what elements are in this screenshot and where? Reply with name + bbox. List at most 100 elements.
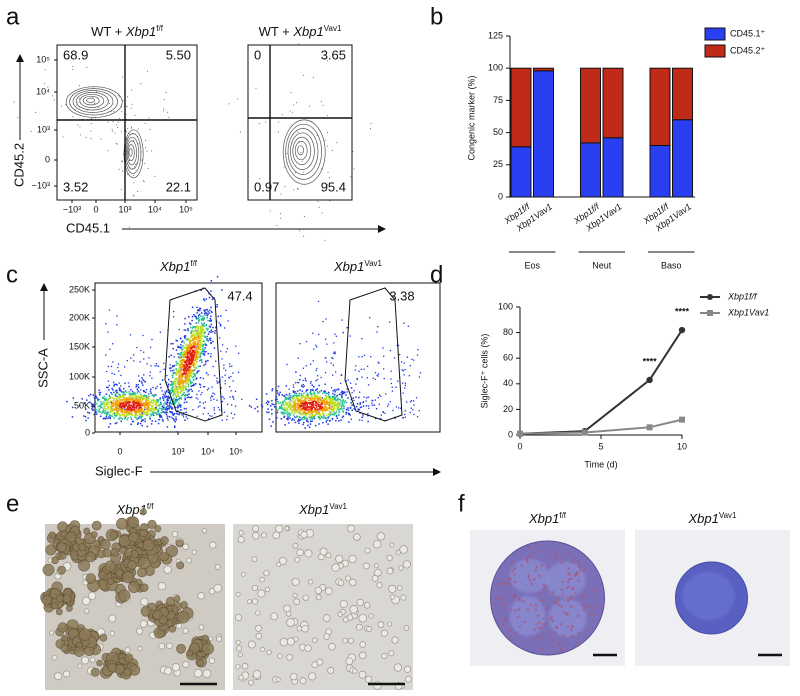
event-dot <box>119 402 121 404</box>
event-dot <box>210 400 211 401</box>
event-dot <box>332 358 333 359</box>
event-dot <box>357 408 359 410</box>
event-dot <box>330 413 332 415</box>
event-dot <box>328 402 330 404</box>
event-dot <box>332 393 334 395</box>
event-dot <box>145 123 146 124</box>
event-dot <box>131 128 132 129</box>
cell <box>183 628 188 633</box>
event-dot <box>138 144 139 145</box>
event-dot <box>133 393 135 395</box>
granule <box>561 588 564 591</box>
cell-cluster <box>140 584 148 592</box>
event-dot <box>132 168 133 169</box>
event-dot <box>358 397 360 399</box>
event-dot <box>175 364 177 366</box>
event-dot <box>128 398 129 400</box>
event-dot <box>206 328 208 330</box>
event-dot <box>95 117 96 118</box>
event-dot <box>294 408 296 410</box>
event-dot <box>337 388 339 390</box>
event-dot <box>370 356 371 357</box>
event-dot <box>289 415 291 417</box>
event-dot <box>383 411 384 412</box>
cell <box>346 658 353 665</box>
event-dot <box>372 400 373 401</box>
event-dot <box>112 361 113 362</box>
event-dot <box>116 407 118 409</box>
event-dot <box>72 66 73 67</box>
cell-cluster <box>124 550 132 558</box>
event-dot <box>90 131 91 132</box>
event-dot <box>127 414 129 416</box>
event-dot <box>333 414 335 416</box>
event-dot <box>150 371 151 372</box>
event-dot <box>162 420 164 422</box>
event-dot <box>390 350 391 351</box>
event-dot <box>270 210 271 211</box>
cell-cluster <box>42 595 52 605</box>
event-dot <box>188 384 190 386</box>
event-dot <box>119 169 120 170</box>
event-dot <box>298 393 300 395</box>
event-dot <box>179 405 181 407</box>
event-dot <box>158 366 159 367</box>
event-dot <box>145 147 146 148</box>
event-dot <box>130 413 132 415</box>
cell-cluster <box>58 522 68 532</box>
y-axis-label: SSC-A <box>35 348 50 388</box>
event-dot <box>303 393 305 395</box>
event-dot <box>306 398 308 400</box>
event-dot <box>208 413 209 414</box>
event-dot <box>207 340 209 342</box>
event-dot <box>267 408 269 410</box>
event-dot <box>232 418 233 419</box>
event-dot <box>129 411 131 413</box>
event-dot <box>354 390 355 391</box>
event-dot <box>108 426 110 428</box>
granule <box>534 604 537 607</box>
event-dot <box>326 417 328 419</box>
event-dot <box>212 331 214 333</box>
event-dot <box>175 395 177 397</box>
granule <box>499 597 502 600</box>
event-dot <box>350 176 351 177</box>
event-dot <box>190 389 192 391</box>
cell <box>238 537 244 543</box>
cell <box>312 662 318 668</box>
legend-marker <box>707 310 713 316</box>
event-dot <box>166 403 168 405</box>
event-dot <box>159 419 160 420</box>
cell-cluster <box>100 634 107 641</box>
event-dot <box>173 369 175 371</box>
event-dot <box>346 391 347 392</box>
event-dot <box>298 419 300 421</box>
event-dot <box>192 409 193 410</box>
event-dot <box>285 401 287 403</box>
event-dot <box>314 391 316 393</box>
event-dot <box>79 85 80 86</box>
event-dot <box>132 133 133 134</box>
granule <box>559 643 562 646</box>
event-dot <box>375 372 376 373</box>
granule <box>560 648 563 651</box>
event-dot <box>293 391 295 393</box>
event-dot <box>316 403 318 405</box>
event-dot <box>303 422 305 424</box>
cell <box>302 625 309 632</box>
event-dot <box>277 410 279 412</box>
event-dot <box>114 384 115 385</box>
granule <box>566 613 569 616</box>
cell <box>382 653 387 658</box>
event-dot <box>143 390 145 392</box>
event-dot <box>206 309 208 311</box>
event-dot <box>91 408 93 410</box>
event-dot <box>220 351 221 352</box>
event-dot <box>162 411 164 413</box>
event-dot <box>293 414 295 416</box>
event-dot <box>96 413 98 415</box>
event-dot <box>390 378 391 379</box>
event-dot <box>198 319 200 321</box>
granule <box>522 600 525 603</box>
cell-cluster <box>59 552 66 559</box>
